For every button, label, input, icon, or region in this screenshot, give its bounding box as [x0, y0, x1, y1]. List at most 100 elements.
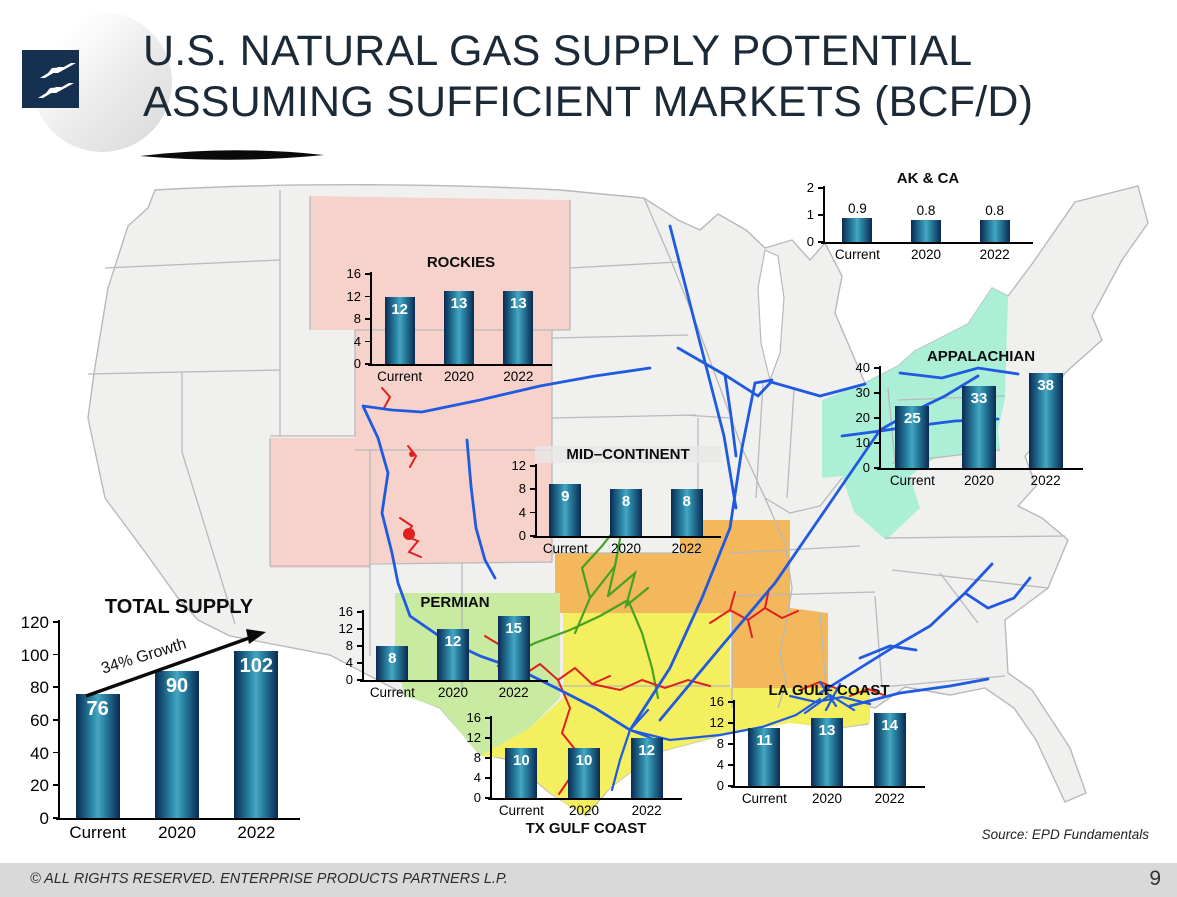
y-tick-label: 16	[346, 266, 361, 281]
y-tick-mark	[365, 318, 370, 320]
bar-value-label: 33	[970, 389, 988, 407]
bar-value-label: 9	[561, 487, 570, 505]
bar-value-label: 13	[509, 294, 527, 312]
bar-value-label: 12	[391, 300, 408, 318]
y-axis	[362, 610, 364, 680]
bar-value-label: 12	[638, 742, 655, 759]
bar-value-label: 90	[165, 675, 189, 697]
footer-bar: © ALL RIGHTS RESERVED. ENTERPRISE PRODUC…	[0, 863, 1177, 897]
x-axis	[821, 242, 1033, 244]
bar-current: 0.9	[842, 201, 873, 242]
x-category-label: Current	[498, 803, 544, 818]
y-tick-label: 12	[338, 621, 353, 636]
bar-value-label: 102	[239, 655, 274, 678]
x-category-label: 2020	[568, 803, 599, 818]
y-tick-mark	[365, 273, 370, 275]
bar-value-label: 15	[505, 620, 522, 638]
x-category-label: 2020	[443, 369, 475, 384]
bar-current: 10	[505, 748, 538, 798]
bar-value-label: 8	[621, 493, 631, 511]
bar-value-label: 8	[388, 650, 397, 667]
chart-title-rockies: ROCKIES	[426, 254, 496, 271]
y-tick-label: 8	[345, 638, 353, 653]
company-logo	[18, 8, 176, 166]
y-tick-label: 16	[338, 604, 353, 619]
y-tick-mark	[485, 777, 490, 779]
x-category-label: 2022	[671, 541, 702, 556]
copyright-text: © ALL RIGHTS RESERVED. ENTERPRISE PRODUC…	[30, 871, 508, 887]
chart-title-tx-gulf-coast: TX GULF COAST	[525, 820, 647, 837]
y-tick-mark	[53, 653, 58, 656]
x-category-label: 2022	[979, 247, 1010, 262]
y-tick-label: 10	[855, 435, 870, 450]
bar-value-label: 11	[756, 732, 773, 750]
bar-value-label: 12	[444, 633, 462, 650]
chart-title-total-supply: TOTAL SUPPLY	[104, 596, 254, 618]
y-tick-mark	[874, 392, 879, 394]
chart-title-ak-ca: AK & CA	[896, 170, 960, 187]
x-category-label: 2020	[610, 541, 641, 556]
x-axis	[877, 468, 1083, 470]
y-tick-label: 8	[473, 750, 481, 765]
y-tick-label: 8	[518, 481, 526, 497]
x-axis	[731, 786, 925, 788]
double-lightning-icon	[38, 63, 76, 98]
y-tick-mark	[53, 817, 58, 819]
x-category-label: 2020	[910, 247, 941, 262]
y-tick-label: 20	[855, 410, 870, 425]
x-category-label: 2022	[1030, 473, 1061, 488]
supply-regions	[270, 196, 1008, 816]
x-axis	[56, 818, 300, 820]
y-tick-label: 80	[30, 678, 49, 698]
y-tick-mark	[53, 719, 58, 721]
y-tick-mark	[357, 662, 362, 664]
y-tick-mark	[728, 701, 733, 703]
region-rockies	[270, 196, 570, 568]
bar-2020: 12	[437, 629, 469, 680]
x-category-label: 2022	[874, 791, 905, 806]
x-category-label: Current	[542, 541, 588, 556]
x-axis	[360, 680, 548, 682]
y-tick-mark	[365, 340, 370, 343]
bar-current: 8	[376, 646, 409, 680]
y-tick-label: 12	[466, 730, 481, 745]
page-title-line1: U.S. NATURAL GAS SUPPLY POTENTIAL	[143, 27, 973, 75]
x-category-label: 2020	[437, 685, 468, 700]
y-tick-mark	[728, 785, 733, 787]
y-tick-label: 0	[862, 460, 870, 475]
bar-2020: 13	[811, 717, 843, 786]
bar-2022: 12	[630, 738, 663, 798]
bar-2020: 0.8	[911, 203, 941, 242]
bar-2022: 8	[670, 489, 703, 536]
bar-2022: 15	[497, 616, 530, 680]
bar-value-label: 10	[512, 752, 530, 769]
y-tick-label: 0	[345, 672, 353, 687]
y-tick-label: 100	[20, 645, 49, 665]
x-category-label: Current	[834, 247, 880, 262]
bar-2022: 14	[873, 712, 906, 786]
x-axis	[488, 798, 682, 800]
y-tick-mark	[485, 797, 490, 799]
bar-current: 11	[748, 728, 781, 786]
y-tick-mark	[874, 467, 879, 469]
bar-value-label: 0.8	[985, 203, 1005, 219]
bar-current: 12	[384, 296, 415, 364]
bar-value-label: 25	[903, 409, 921, 427]
bar-2020: 10	[568, 748, 600, 798]
chart-title-appalachian: APPALACHIAN	[926, 348, 1036, 365]
y-tick-label: 16	[709, 694, 724, 709]
y-tick-mark	[485, 737, 490, 739]
y-tick-mark	[357, 645, 362, 647]
chart-rockies: ROCKIES 0 4 8 12 16 12 Current 13 2020 13 2022	[338, 254, 552, 386]
y-tick-label: 2	[806, 180, 814, 195]
pipelines-green	[498, 526, 660, 700]
chart-title-permian: PERMIAN	[420, 594, 490, 611]
pipelines-blue	[361, 224, 1032, 792]
y-tick-label: 30	[855, 385, 870, 400]
bar-value-label: 38	[1037, 377, 1054, 394]
y-tick-label: 0	[39, 809, 49, 828]
y-tick-mark	[53, 621, 58, 623]
x-axis	[368, 364, 552, 366]
y-tick-label: 12	[709, 715, 724, 730]
